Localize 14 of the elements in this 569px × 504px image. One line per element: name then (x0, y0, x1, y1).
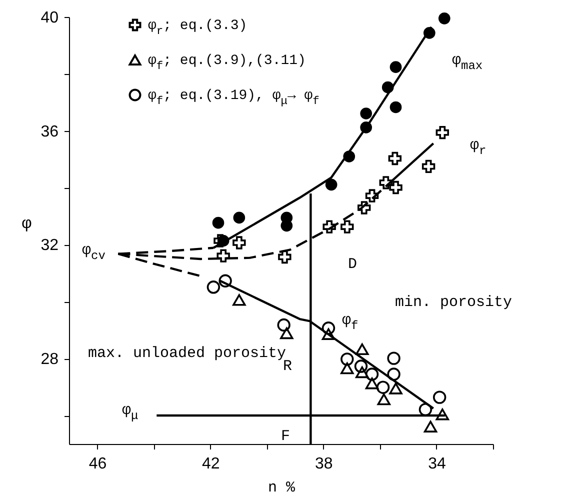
y-tick-label: 32 (40, 237, 59, 254)
y-tick-label: 36 (40, 123, 59, 140)
x-tick-label: 34 (428, 456, 446, 472)
y-axis-title: φ (22, 215, 32, 232)
y-tick-label: 28 (40, 351, 59, 368)
x-tick-label: 42 (202, 456, 220, 472)
y-tick-label: 40 (40, 10, 59, 26)
annotation: F (281, 428, 290, 445)
x-tick-label: 46 (88, 456, 107, 472)
annotation: D (348, 256, 358, 273)
x-tick-label: 38 (315, 456, 333, 472)
x-axis-title: n % (268, 480, 296, 496)
annotation: min. porosity (395, 294, 512, 311)
annotation: R (283, 358, 292, 375)
